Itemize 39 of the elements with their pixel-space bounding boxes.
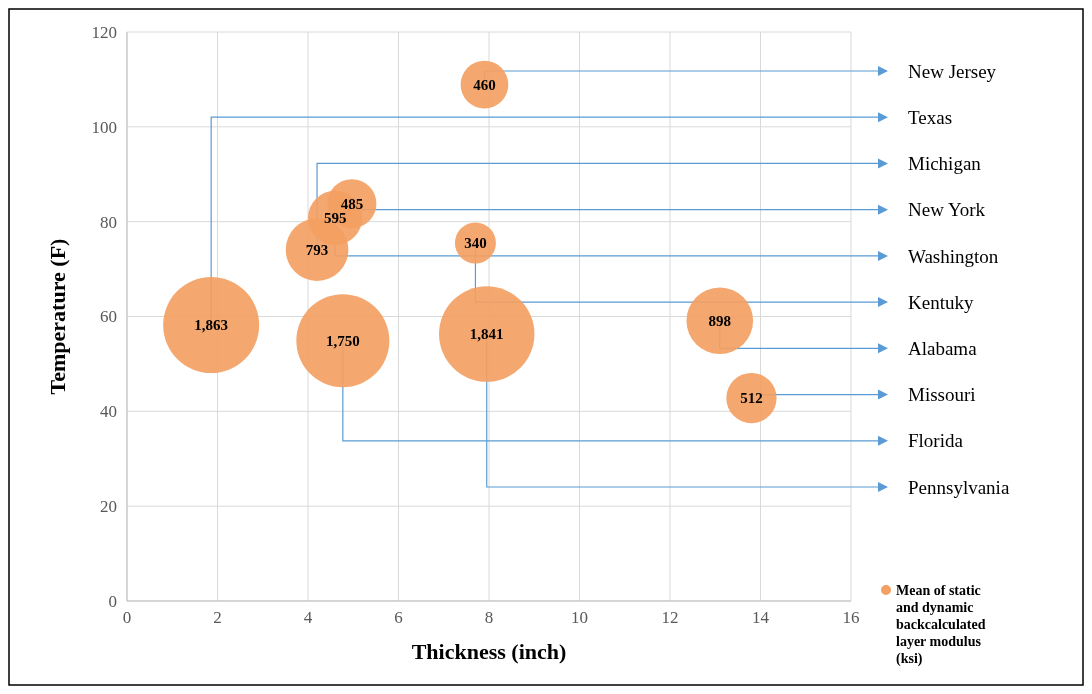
text: Michigan — [908, 153, 982, 175]
y-tick-label: 100 — [91, 117, 117, 137]
data-label: 1,750 — [325, 332, 360, 349]
text: Missouri — [908, 384, 976, 406]
x-tick-label: 6 — [394, 608, 403, 627]
x-tick-label: 2 — [213, 608, 222, 627]
x-tick-label: 8 — [484, 608, 494, 627]
data-label: 460 — [473, 76, 496, 93]
x-tick-label: 10 — [571, 608, 588, 627]
text: Washington — [908, 245, 999, 267]
data-label: 898 — [708, 313, 732, 330]
y-tick-label: 40 — [100, 402, 117, 422]
text: Pennsylvania — [908, 476, 1010, 498]
y-tick-label: 120 — [91, 22, 117, 42]
x-tick-label: 16 — [842, 608, 860, 627]
y-axis-title: Temperature (F) — [45, 238, 70, 395]
y-tick-label: 20 — [100, 497, 117, 517]
data-label: 793 — [305, 241, 329, 258]
data-label: 485 — [340, 195, 364, 212]
x-tick-label: 12 — [661, 608, 679, 627]
data-label: 1,841 — [469, 326, 504, 343]
data-label: 595 — [323, 210, 347, 227]
legend-label: Mean of static and dynamic backcalculated layer modulus (ksi) — [896, 582, 986, 667]
text: New York — [908, 199, 986, 221]
y-tick-label: 60 — [100, 307, 117, 327]
text: New Jersey — [908, 60, 997, 82]
data-label: 340 — [464, 235, 487, 252]
y-tick-label: 80 — [100, 212, 117, 232]
x-tick-label: 4 — [303, 608, 313, 627]
data-label: 512 — [740, 390, 763, 407]
data-label: 1,863 — [194, 317, 229, 334]
text: Florida — [908, 430, 964, 452]
text: Texas — [908, 106, 953, 128]
y-tick-label: 0 — [108, 591, 117, 611]
x-tick-label: 14 — [752, 608, 770, 627]
x-axis-title: Thickness (inch) — [411, 639, 567, 664]
text: Alabama — [908, 337, 978, 359]
text: Kentuky — [908, 291, 974, 313]
x-tick-label: 0 — [122, 608, 132, 627]
